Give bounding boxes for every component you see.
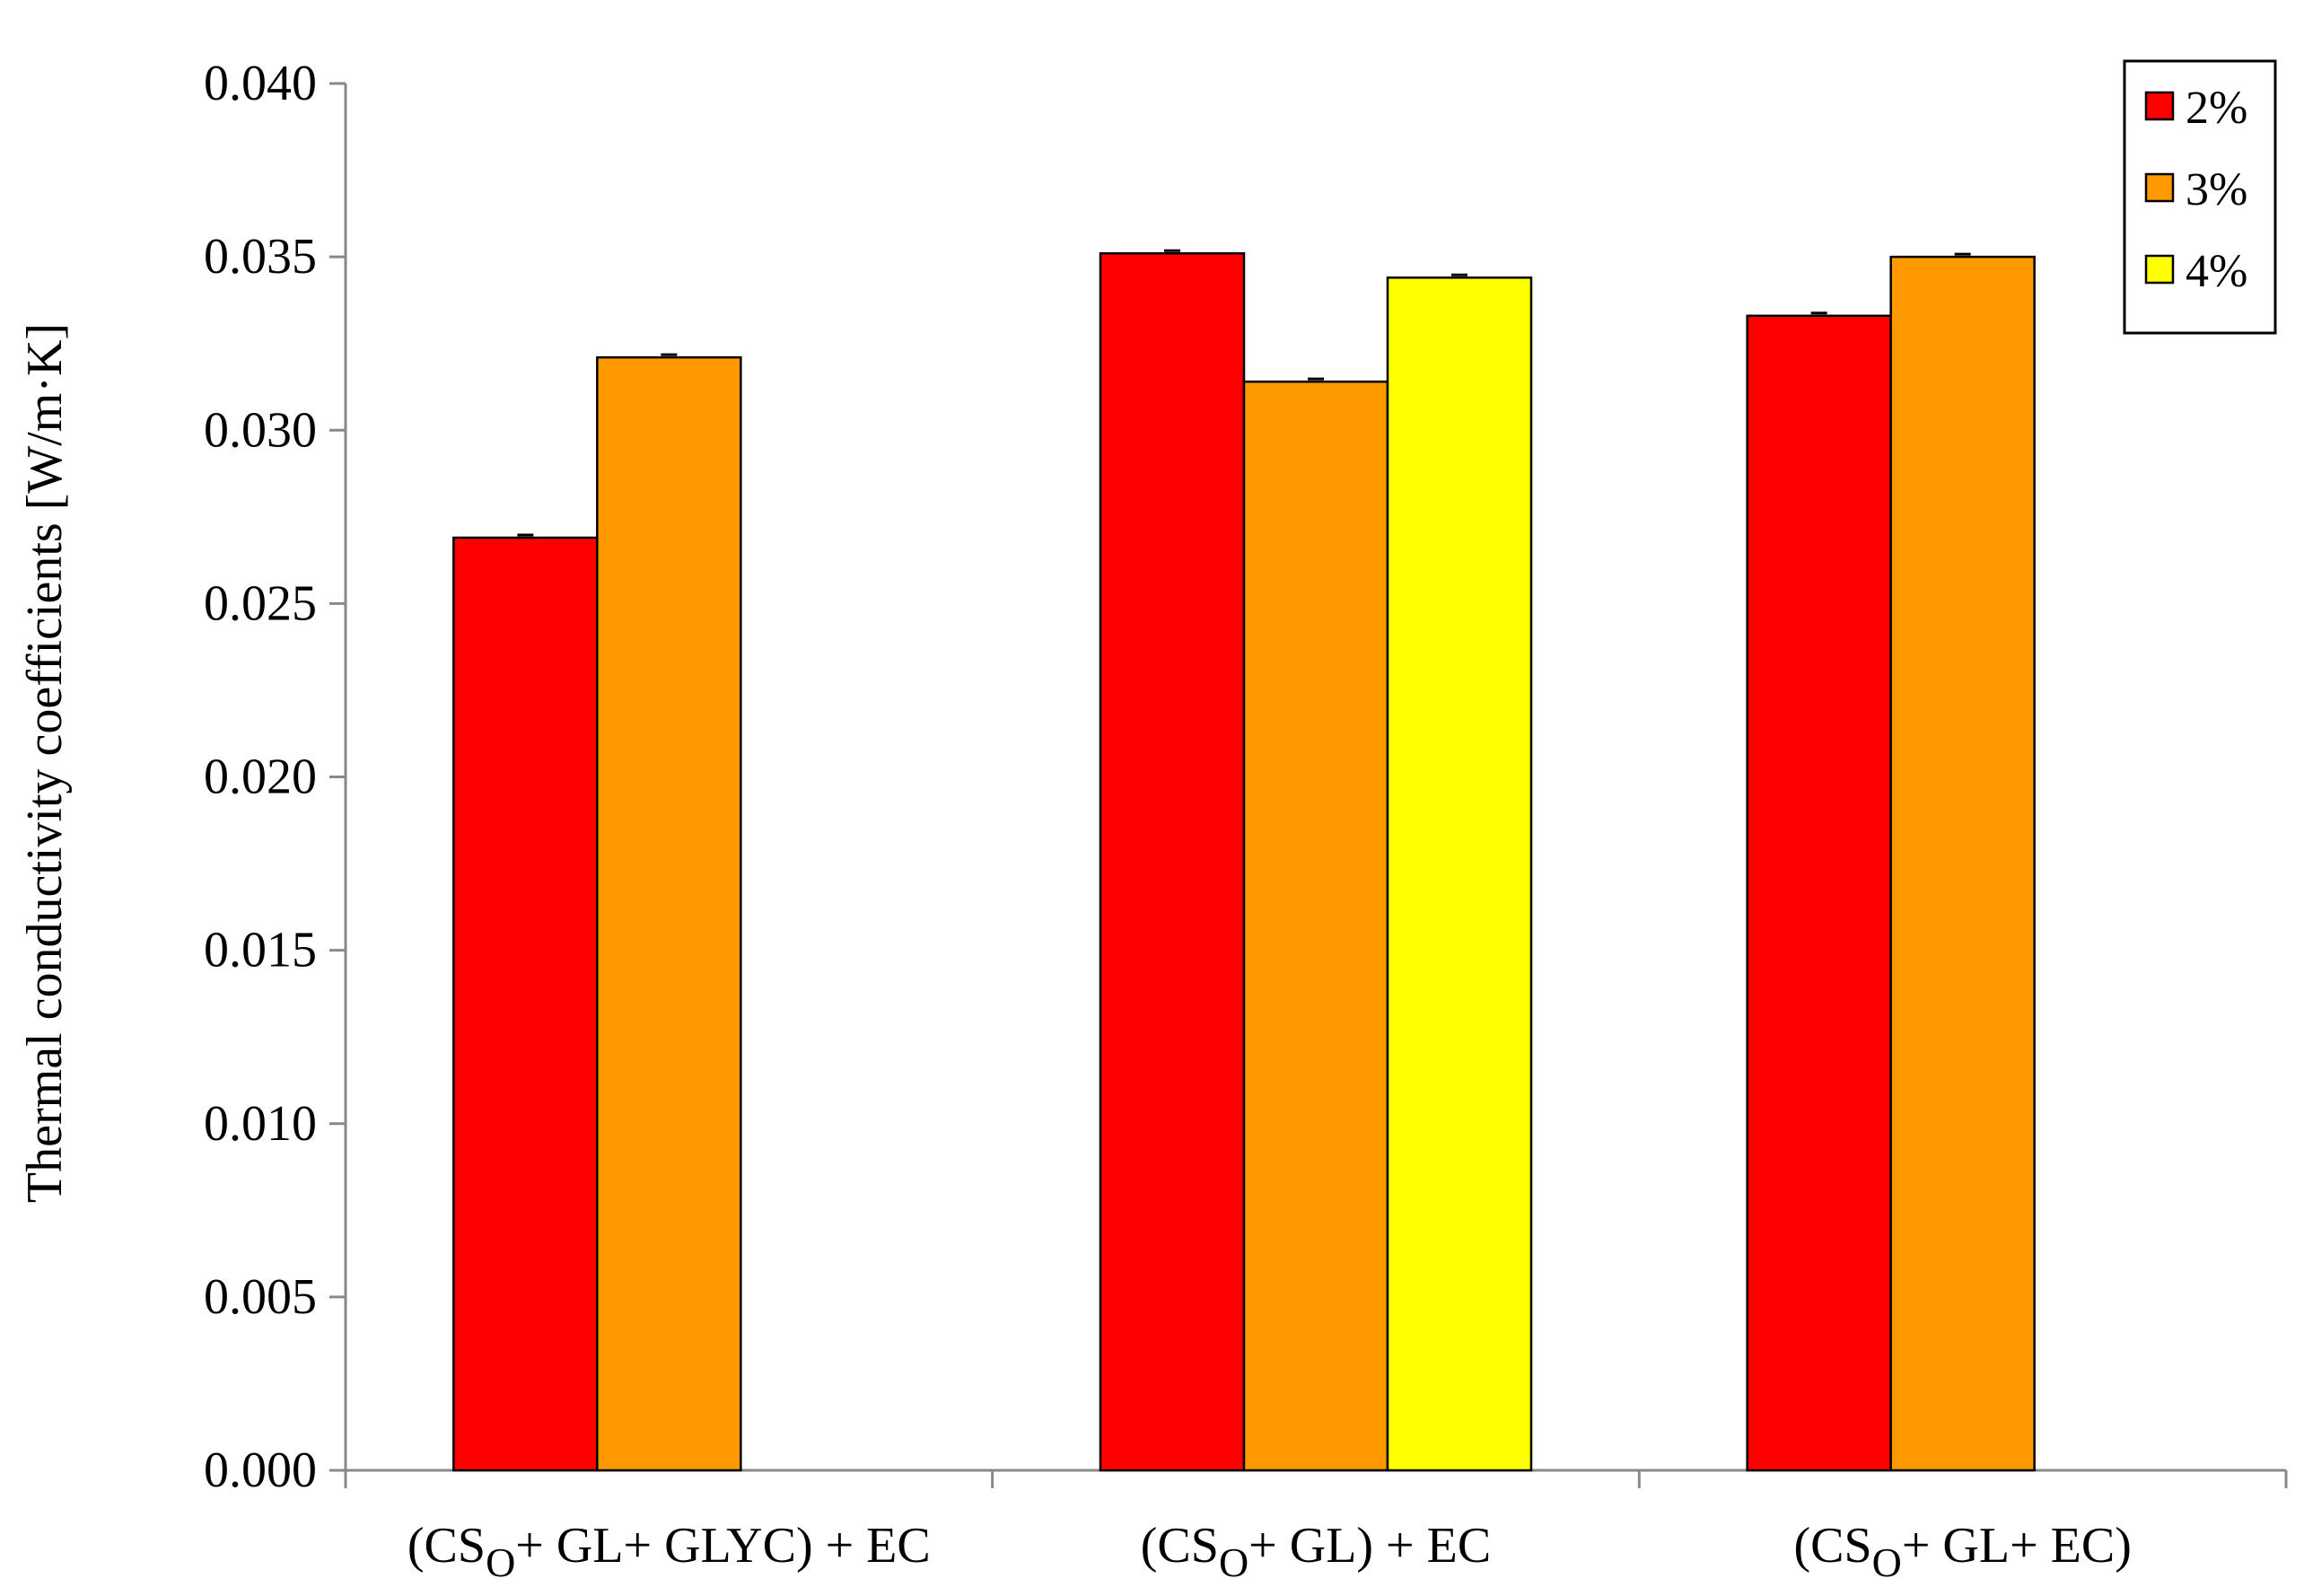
y-tick-label: 0.030 (204, 402, 317, 458)
bar-4pct-1 (1386, 276, 1533, 1472)
y-tick-label: 0.025 (204, 575, 317, 631)
y-axis-title: Thermal conductivity coefficients [W/m·K… (17, 323, 73, 1203)
x-axis: (CSO+ GL+ GLYC) + EC (CSO+ GL) + EC (CSO+ … (344, 1469, 2288, 1585)
x-category-label-post: + GL) + EC (1248, 1518, 1491, 1574)
x-category-label-pre: (CS (1141, 1518, 1219, 1574)
legend-label: 2% (2186, 83, 2247, 134)
legend-swatch (2144, 91, 2175, 121)
legend-swatch (2144, 254, 2175, 285)
y-axis-title-group: Thermal conductivity coefficients [W/m·K… (17, 323, 73, 1203)
bar-2pct-1 (1099, 252, 1246, 1472)
y-tick-label: 0.035 (204, 229, 317, 285)
y-tick-label: 0.005 (204, 1269, 317, 1325)
legend-swatch (2144, 172, 2175, 203)
y-tick-label: 0.015 (204, 923, 317, 978)
y-tick-label: 0.000 (204, 1443, 317, 1498)
bar-2pct-2 (1746, 314, 1892, 1472)
x-category-label-subscript: O (1219, 1539, 1248, 1585)
y-tick-label: 0.040 (204, 56, 317, 111)
bar-2pct-0 (452, 536, 599, 1472)
y-tick-label: 0.020 (204, 750, 317, 805)
x-category-label-pre: (CS (407, 1518, 486, 1574)
bar-3pct-0 (596, 355, 742, 1472)
x-category-label: (CSO+ GL) + EC (1141, 1518, 1491, 1585)
bar-3pct-2 (1889, 255, 2036, 1472)
x-category-label-post: + GL+ GLYC) + EC (515, 1518, 930, 1574)
y-axis: 0.000 0.005 0.010 0.015 0.020 0.025 0.030 0.035… (204, 56, 347, 1498)
bars (452, 249, 2036, 1472)
x-category-label: (CSO+ GL+ EC) (1793, 1518, 2131, 1585)
x-category-label-post: + GL+ EC) (1902, 1518, 2132, 1574)
x-category-label: (CSO+ GL+ GLYC) + EC (407, 1518, 931, 1585)
bar-3pct-1 (1242, 380, 1389, 1472)
legend: 2% 3% 4% (2123, 59, 2277, 335)
x-category-label-subscript: O (486, 1539, 515, 1585)
y-tick-label: 0.010 (204, 1096, 317, 1152)
x-category-label-subscript: O (1872, 1539, 1902, 1585)
x-category-label-pre: (CS (1793, 1518, 1871, 1574)
legend-label: 4% (2186, 246, 2247, 297)
legend-label: 3% (2186, 164, 2247, 215)
